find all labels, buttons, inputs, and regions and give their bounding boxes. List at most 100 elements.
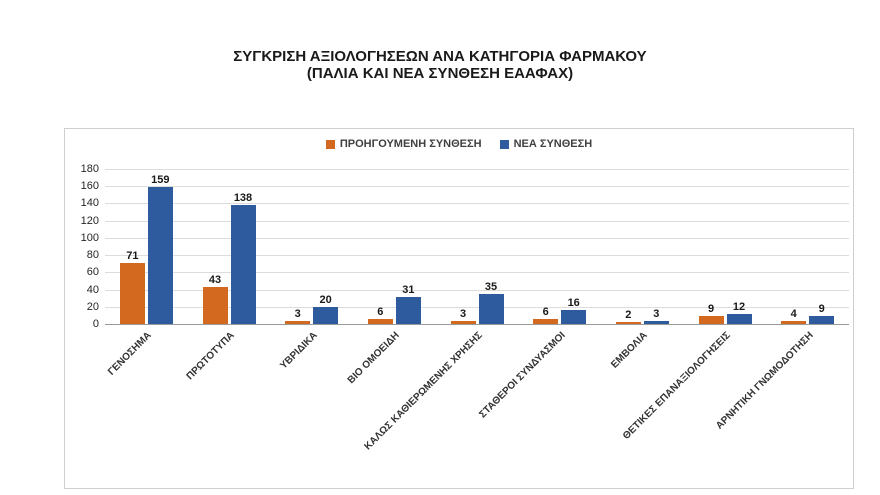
bar-value-label: 43 (208, 274, 222, 286)
x-axis-labels: ΓΕΝΟΣΗΜΑ ΠΡΩΤΟΤΥΠΑ ΥΒΡΙΔΙΚΑ ΒΙΟ ΟΜΟΕΙΔΗ ΚΑΛΩ… (105, 324, 849, 484)
bar-column: 43 (202, 274, 228, 324)
bar-column: 138 (230, 192, 256, 324)
bar-value-label: 6 (542, 306, 549, 318)
bar-group: 6 31 (353, 169, 436, 324)
x-axis-label: ΑΡΝΗΤΙΚΗ ΓΝΩΜΟΔΟΤΗΣΗ (713, 330, 816, 432)
bar (561, 310, 587, 324)
bar-value-label: 12 (732, 301, 746, 313)
x-axis-label: ΒΙΟ ΟΜΟΕΙΔΗ (346, 330, 403, 387)
bar-value-label: 4 (790, 308, 797, 320)
y-axis-tick-label: 80 (86, 249, 99, 262)
bar-value-label: 35 (484, 281, 498, 293)
bar-column: 9 (698, 303, 724, 324)
legend-item: ΝΕΑ ΣΥΝΘΕΣΗ (499, 138, 593, 150)
chart-title-line1: ΣΥΓΚΡΙΣΗ ΑΞΙΟΛΟΓΗΣΕΩΝ ΑΝΑ ΚΑΤΗΓΟΡΙΑ ΦΑΡΜ… (233, 48, 647, 65)
bar-value-label: 20 (319, 294, 332, 306)
gridline (105, 237, 849, 239)
legend-marker (499, 139, 509, 149)
bar-column: 2 (615, 309, 641, 324)
bar-group: 6 16 (518, 169, 601, 324)
y-axis-tick-label: 180 (80, 163, 99, 175)
gridline (105, 289, 849, 291)
bar-value-label: 3 (653, 308, 660, 320)
chart-container: ΠΡΟΗΓΟΥΜΕΝΗ ΣΥΝΘΕΣΗ ΝΕΑ ΣΥΝΘΕΣΗ 0 20 40 60 80… (64, 128, 854, 489)
x-axis-label: ΚΑΛΩΣ ΚΑΘΙΕΡΩΜΕΝΗΣ ΧΡΗΣΗΣ (362, 330, 485, 453)
gridline (105, 203, 849, 205)
bar-value-label: 31 (402, 284, 415, 296)
y-axis-tick-label: 20 (86, 300, 99, 313)
legend-label: ΝΕΑ ΣΥΝΘΕΣΗ (513, 138, 593, 150)
bar-value-label: 71 (126, 250, 139, 262)
bar-column: 16 (561, 297, 587, 324)
bar-column: 3 (285, 308, 311, 324)
x-axis-label: ΥΒΡΙΔΙΚΑ (277, 330, 320, 372)
gridlines (105, 169, 849, 325)
plot-area: 71 159 43 138 3 20 6 31 3 35 6 16 2 3 9 12 4 9 (105, 169, 849, 325)
bar (313, 307, 339, 324)
bar-group: 9 12 (684, 169, 767, 324)
legend-item: ΠΡΟΗΓΟΥΜΕΝΗ ΣΥΝΘΕΣΗ (325, 138, 482, 150)
y-axis-tick-label: 100 (80, 231, 99, 244)
bar (202, 287, 228, 324)
bar (285, 321, 311, 324)
bar-column: 3 (643, 308, 669, 324)
bar-column: 35 (478, 281, 504, 324)
bar (450, 321, 476, 324)
bar (230, 205, 256, 324)
bar-value-label: 159 (151, 174, 170, 186)
bar-column: 3 (450, 308, 476, 324)
bar (615, 322, 641, 324)
bar-column: 71 (119, 250, 145, 324)
bar (478, 294, 504, 324)
bar (781, 321, 807, 324)
bar-column: 159 (147, 174, 173, 324)
bar (533, 319, 559, 324)
bar-group: 3 20 (270, 169, 353, 324)
gridline (105, 255, 849, 257)
x-axis-label: ΠΡΩΤΟΤΥΠΑ (184, 330, 237, 383)
y-axis-tick-label: 60 (86, 266, 99, 279)
bar-value-label: 2 (625, 309, 632, 321)
bar-value-label: 9 (818, 303, 825, 315)
bar (809, 316, 835, 324)
y-axis-tick-label: 0 (92, 318, 99, 330)
bar-column: 6 (533, 306, 559, 324)
bar-group: 43 138 (188, 169, 271, 324)
y-axis-tick-label: 40 (86, 283, 99, 296)
y-axis-tick-label: 140 (80, 197, 99, 210)
bar (395, 297, 421, 324)
bar (726, 314, 752, 324)
gridline (105, 272, 849, 274)
gridline (105, 306, 849, 308)
x-axis-line (105, 324, 849, 325)
bar (147, 187, 173, 324)
bar-value-label: 138 (233, 192, 253, 204)
gridline (105, 169, 849, 170)
bar-value-label: 9 (707, 303, 715, 315)
bar-column: 20 (313, 294, 339, 324)
bar-column: 12 (726, 301, 752, 324)
gridline (105, 186, 849, 188)
bar-value-label: 6 (377, 306, 384, 318)
bar-value-label: 3 (294, 308, 301, 320)
bar-value-label: 16 (567, 297, 580, 309)
gridline (105, 220, 849, 222)
x-axis-label: ΣΤΑΘΕΡΟΙ ΣΥΝΔΥΑΣΜΟΙ (477, 330, 568, 421)
y-axis-labels: 0 20 40 60 80 100 120 140 160 180 (65, 163, 99, 330)
bar-value-label: 3 (459, 308, 467, 320)
chart-title: ΣΥΓΚΡΙΣΗ ΑΞΙΟΛΟΓΗΣΕΩΝ ΑΝΑ ΚΑΤΗΓΟΡΙΑ ΦΑΡΜ… (0, 48, 880, 82)
bar (367, 319, 393, 324)
bar-column: 9 (809, 303, 835, 324)
bar-column: 6 (367, 306, 393, 324)
bar-groups: 71 159 43 138 3 20 6 31 3 35 6 16 2 3 9 12 4 9 (105, 169, 849, 324)
x-axis-label: ΕΜΒΟΛΙΑ (609, 330, 651, 371)
legend: ΠΡΟΗΓΟΥΜΕΝΗ ΣΥΝΘΕΣΗ ΝΕΑ ΣΥΝΘΕΣΗ (65, 138, 853, 150)
x-axis-label: ΘΕΤΙΚΕΣ ΕΠΑΝΑΞΙΟΛΟΓΗΣΕΙΣ (620, 330, 733, 442)
bar-column: 4 (781, 308, 807, 324)
bar-group: 3 35 (436, 169, 519, 324)
x-axis-label: ΓΕΝΟΣΗΜΑ (106, 330, 155, 378)
bar (698, 316, 724, 324)
bar-column: 31 (395, 284, 421, 324)
